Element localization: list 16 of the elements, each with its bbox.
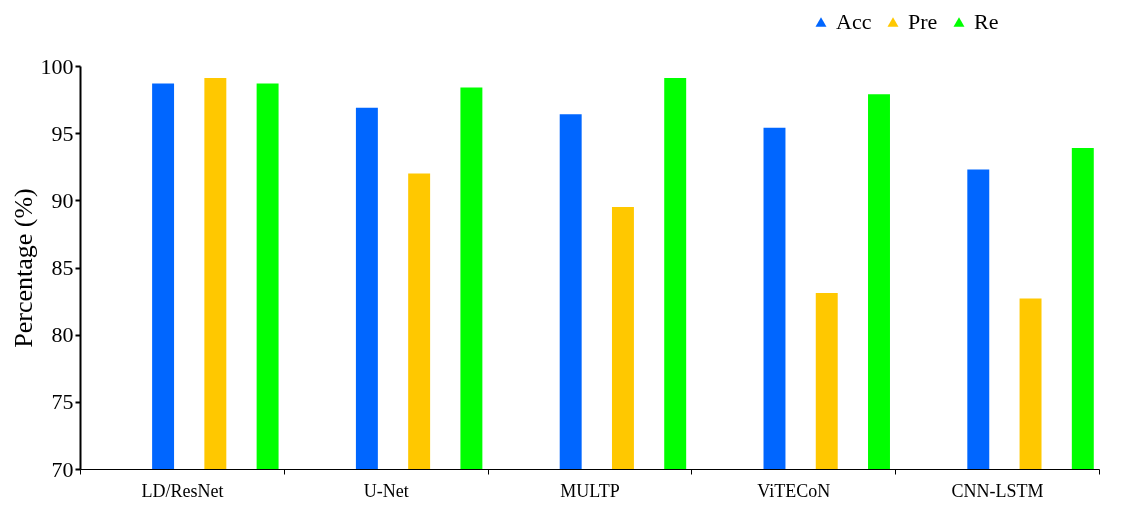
- x-tick-label: U-Net: [363, 480, 409, 501]
- y-tick-label: 95: [51, 120, 74, 146]
- legend-label: Acc: [836, 9, 872, 34]
- y-tick-label: 100: [40, 53, 74, 79]
- y-axis-title: Percentage (%): [8, 188, 38, 348]
- y-tick-label: 80: [51, 322, 74, 348]
- y-tick-label: 85: [51, 255, 74, 280]
- x-tick-label: CNN-LSTM: [951, 480, 1044, 501]
- legend-label: Pre: [908, 9, 938, 34]
- y-tick-label: 70: [51, 456, 74, 482]
- legend-label: Re: [974, 9, 999, 34]
- y-tick-label: 75: [51, 389, 74, 415]
- x-tick-label: ViTECoN: [757, 480, 831, 501]
- x-tick-label: MULTP: [560, 480, 620, 501]
- y-tick-label: 90: [51, 187, 74, 213]
- x-tick-label: LD/ResNet: [141, 480, 224, 501]
